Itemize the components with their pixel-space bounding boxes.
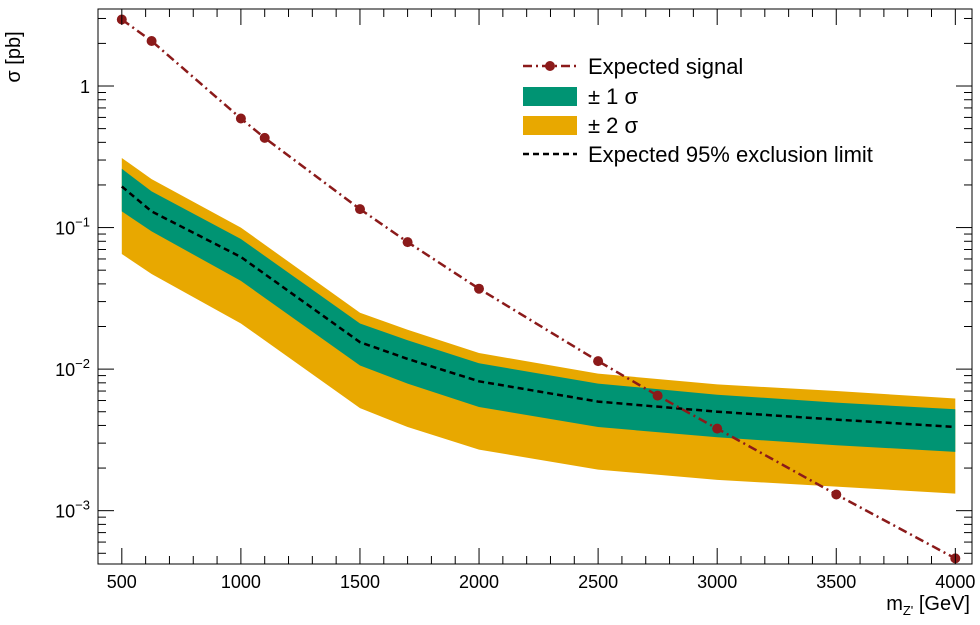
x-tick-label: 3000 [697,572,737,592]
one-sigma-band [121,168,956,452]
y-tick-label: 1 [80,77,90,97]
legend-label-signal: Expected signal [588,54,743,79]
legend-label-two-sigma: ± 2 σ [588,113,639,138]
signal-point [355,204,365,215]
legend-swatch-two-sigma [523,116,577,135]
x-tick-label: 2500 [578,572,618,592]
axis-labels: σ [pb] mZ' [GeV] [3,31,970,618]
signal-point [712,423,723,434]
uncertainty-bands [121,158,956,494]
x-axis-label-unit: [GeV] [913,593,970,615]
signal-point [146,36,157,46]
expected-signal-line [121,18,956,560]
series-lines [116,14,961,564]
y-tick-label: 10−3 [55,498,90,522]
signal-point [259,132,270,143]
y-tick-base: 10 [55,502,75,522]
signal-point [474,283,484,294]
x-axis-label: mZ' [GeV] [886,593,970,618]
signal-point [831,489,842,500]
legend-swatch-one-sigma [523,87,577,106]
y-tick-exponent: −3 [75,498,90,513]
expected-limit-line [120,185,956,429]
y-tick-exponent: −1 [75,215,90,230]
y-tick-base: 1 [80,77,90,97]
signal-point [402,237,413,248]
y-axis-label: σ [pb] [3,31,25,82]
x-tick-label: 1000 [221,572,261,592]
axis-ticks: 500 1000 1500 2000 2500 3000 3500 4000110−110−2… [55,9,975,592]
signal-point [593,356,604,367]
y-tick-exponent: −2 [75,356,90,371]
x-tick-label: 500 [107,572,137,592]
legend-marker-signal [545,61,555,71]
y-tick-label: 10−1 [55,215,90,239]
x-tick-label: 2000 [459,572,499,592]
legend-label-limit: Expected 95% exclusion limit [588,142,873,167]
x-tick-label: 4000 [935,572,975,592]
legend: Expected signal ± 1 σ ± 2 σ Expected 95%… [523,54,873,167]
plot-axes [97,8,973,565]
y-tick-label: 10−2 [55,356,90,380]
x-tick-label: 1500 [340,572,380,592]
plot-frame [97,8,973,565]
y-tick-base: 10 [55,219,75,239]
y-tick-base: 10 [55,360,75,380]
x-tick-label: 3500 [816,572,856,592]
signal-point [235,113,246,124]
x-axis-label-sub: Z' [903,603,913,618]
x-axis-label-base: m [886,593,903,615]
legend-label-one-sigma: ± 1 σ [588,84,639,109]
signal-point [652,390,663,401]
